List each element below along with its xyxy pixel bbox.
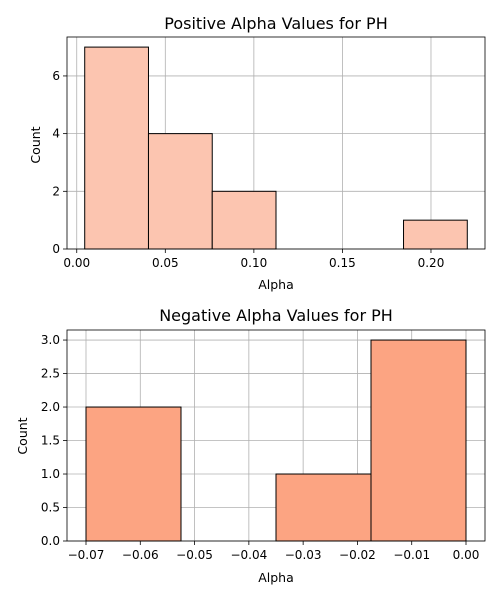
bar	[211, 190, 277, 250]
y-tick-label: 0	[52, 242, 60, 256]
negative-alpha-chart: Negative Alpha Values for PH Alpha Count…	[15, 306, 486, 585]
bar	[85, 406, 182, 542]
x-tick-label: 0.00	[453, 548, 480, 562]
bar	[370, 339, 467, 542]
y-tick-label: 0.5	[41, 501, 60, 515]
x-tick-label: 0.20	[418, 256, 445, 270]
bar	[84, 46, 149, 250]
bar	[275, 473, 372, 542]
y-tick-label: 2	[52, 184, 60, 198]
x-tick-label: −0.05	[176, 548, 213, 562]
x-tick-label: −0.03	[285, 548, 322, 562]
y-tick-label: 6	[52, 69, 60, 83]
plot-area: 0.00 0.05 0.10 0.15 0.20 0 2 4 6	[52, 36, 486, 270]
x-tick-label: 0.00	[63, 256, 90, 270]
y-axis-label: Count	[15, 417, 30, 454]
y-axis-label: Count	[28, 126, 43, 163]
plot-area: −0.07 −0.06 −0.05 −0.04 −0.03 −0.02 −0.01 0.00 0…	[41, 329, 486, 562]
y-tick-label: 0.0	[41, 534, 60, 548]
x-tick-label: −0.01	[393, 548, 430, 562]
chart-title: Positive Alpha Values for PH	[164, 14, 387, 33]
x-tick-label: 0.10	[241, 256, 268, 270]
axes-frame	[66, 36, 486, 250]
x-axis-label: Alpha	[258, 570, 294, 585]
y-tick-label: 2.0	[41, 400, 60, 414]
bar	[403, 219, 468, 250]
x-tick-label: −0.07	[68, 548, 105, 562]
positive-alpha-chart: Positive Alpha Values for PH Alpha Count…	[28, 14, 486, 292]
x-tick-label: 0.15	[329, 256, 356, 270]
bar	[147, 133, 213, 250]
x-tick-label: −0.04	[230, 548, 267, 562]
x-axis-label: Alpha	[258, 277, 294, 292]
y-tick-label: 3.0	[41, 333, 60, 347]
y-tick-label: 2.5	[41, 367, 60, 381]
y-tick-label: 1.5	[41, 434, 60, 448]
x-tick-label: −0.02	[339, 548, 376, 562]
x-tick-label: 0.05	[152, 256, 179, 270]
chart-title: Negative Alpha Values for PH	[159, 306, 393, 325]
y-tick-label: 4	[52, 127, 60, 141]
axes-frame	[66, 329, 486, 542]
x-tick-label: −0.06	[122, 548, 159, 562]
y-tick-label: 1.0	[41, 467, 60, 481]
